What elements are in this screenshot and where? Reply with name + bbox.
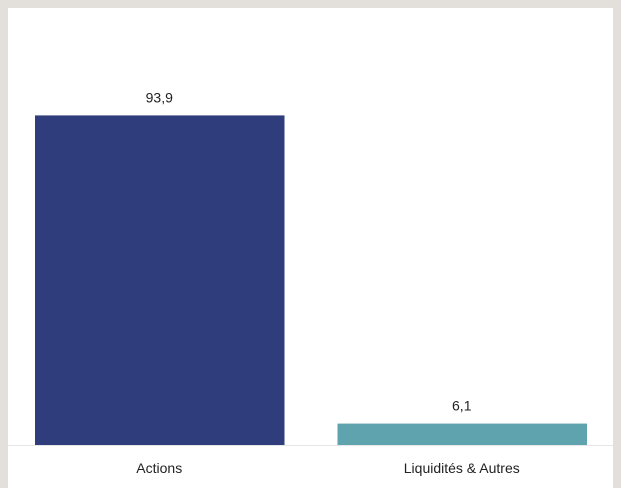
chart-panel: 93,9 6,1 Actions Liquidités & Autres [8, 8, 613, 488]
value-label-1: 93,9 [146, 89, 173, 105]
value-labels-group: 93,9 6,1 [146, 89, 472, 413]
x-tick-labels-group: Actions Liquidités & Autres [136, 460, 519, 476]
x-tick-label-2: Liquidités & Autres [404, 460, 520, 476]
value-label-2: 6,1 [452, 398, 472, 414]
x-tick-label-1: Actions [136, 460, 182, 476]
bar-1 [35, 115, 285, 445]
bar-2 [337, 423, 587, 445]
bars-group [35, 115, 587, 445]
bar-chart: 93,9 6,1 Actions Liquidités & Autres [8, 89, 613, 476]
